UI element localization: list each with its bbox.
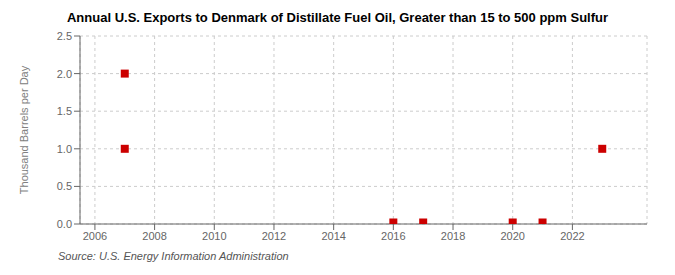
- svg-text:2.0: 2.0: [57, 68, 72, 80]
- svg-text:0.0: 0.0: [57, 218, 72, 230]
- svg-text:2014: 2014: [321, 230, 345, 242]
- svg-text:2022: 2022: [560, 230, 584, 242]
- svg-text:2020: 2020: [500, 230, 524, 242]
- svg-text:Thousand Barrels per Day: Thousand Barrels per Day: [18, 65, 30, 194]
- html-text:Source: U.S. Energy Informatio: Source: U.S. Energy Information Administ…: [58, 250, 289, 262]
- svg-text:2018: 2018: [441, 230, 465, 242]
- svg-text:1.0: 1.0: [57, 143, 72, 155]
- svg-text:2010: 2010: [202, 230, 226, 242]
- svg-text:0.5: 0.5: [57, 180, 72, 192]
- svg-text:1.5: 1.5: [57, 105, 72, 117]
- svg-text:2016: 2016: [381, 230, 405, 242]
- svg-text:2008: 2008: [142, 230, 166, 242]
- svg-text:2.5: 2.5: [57, 30, 72, 42]
- svg-text:2006: 2006: [83, 230, 107, 242]
- html-text:Annual U.S. Exports to Denmark: Annual U.S. Exports to Denmark of Distil…: [67, 10, 608, 25]
- svg-text:2012: 2012: [262, 230, 286, 242]
